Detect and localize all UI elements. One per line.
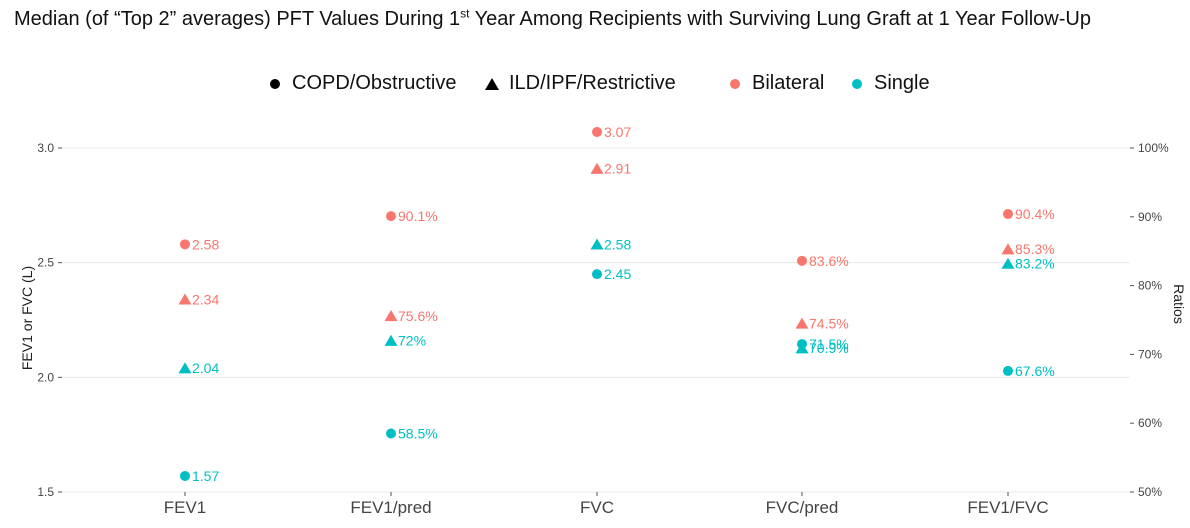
- title-superscript: st: [460, 6, 470, 21]
- data-label: 70.9%: [809, 340, 849, 356]
- left-tick-label: 2.5: [37, 256, 54, 270]
- data-point-circle: [180, 470, 190, 481]
- chart-title: Median (of “Top 2” averages) PFT Values …: [14, 4, 1174, 34]
- data-label: 90.4%: [1015, 206, 1055, 222]
- data-label: 72%: [398, 333, 426, 349]
- left-tick-label: 1.5: [37, 485, 54, 499]
- x-tick-label: FEV1/pred: [350, 498, 431, 517]
- data-point-triangle: [590, 238, 604, 250]
- data-label: 3.07: [604, 124, 631, 140]
- data-label: 2.91: [604, 161, 631, 177]
- data-point-circle: [1003, 365, 1013, 376]
- data-point-circle: [180, 239, 190, 250]
- legend-item-single: Single: [850, 72, 930, 95]
- data-label: 2.34: [192, 291, 219, 307]
- title-text-end: Year Among Recipients with Surviving Lun…: [469, 8, 1091, 30]
- data-point-triangle: [795, 342, 809, 354]
- data-label: 1.57: [192, 468, 219, 484]
- legend-label-bilateral: Bilateral: [752, 72, 825, 94]
- data-point-circle: [592, 269, 602, 280]
- data-label: 2.58: [192, 236, 219, 252]
- data-point-circle: [592, 126, 602, 137]
- data-point-triangle: [384, 310, 398, 322]
- bilateral-color-icon: [730, 78, 740, 89]
- triangle-icon: [485, 77, 499, 90]
- data-label: 83.6%: [809, 253, 849, 269]
- data-point-circle: [1003, 209, 1013, 220]
- right-tick-label: 90%: [1138, 210, 1162, 224]
- legend-item-ild: ILD/IPF/Restrictive: [485, 72, 676, 95]
- data-point-triangle: [590, 162, 604, 174]
- data-point-circle: [386, 428, 396, 439]
- legend-item-bilateral: Bilateral: [728, 72, 824, 95]
- left-tick-label: 2.0: [37, 370, 54, 384]
- data-label: 75.6%: [398, 308, 438, 324]
- right-tick-label: 60%: [1138, 416, 1162, 430]
- data-label: 2.04: [192, 360, 219, 376]
- x-tick-label: FEV1/FVC: [967, 498, 1048, 517]
- data-label: 83.2%: [1015, 256, 1055, 272]
- x-tick-label: FVC: [580, 498, 614, 517]
- legend-item-copd: COPD/Obstructive: [268, 72, 456, 95]
- data-label: 74.5%: [809, 315, 849, 331]
- y-axis-right-title: Ratios: [1171, 284, 1187, 324]
- circle-icon: [270, 78, 280, 89]
- data-point-triangle: [795, 317, 809, 329]
- legend: COPD/Obstructive ILD/IPF/Restrictive Bil…: [0, 72, 1190, 100]
- data-label: 2.58: [604, 236, 631, 252]
- data-label: 85.3%: [1015, 241, 1055, 257]
- x-tick-label: FEV1: [164, 498, 207, 517]
- x-tick-label: FVC/pred: [766, 498, 839, 517]
- data-point-triangle: [1001, 257, 1015, 269]
- right-tick-label: 100%: [1138, 141, 1169, 155]
- right-tick-label: 50%: [1138, 485, 1162, 499]
- legend-label-copd: COPD/Obstructive: [292, 72, 457, 94]
- right-tick-label: 70%: [1138, 347, 1162, 361]
- data-label: 90.1%: [398, 208, 438, 224]
- data-point-circle: [797, 255, 807, 266]
- data-label: 67.6%: [1015, 363, 1055, 379]
- title-text: Median (of “Top 2” averages) PFT Values …: [14, 8, 461, 30]
- data-point-triangle: [384, 334, 398, 346]
- legend-label-ild: ILD/IPF/Restrictive: [509, 72, 676, 94]
- data-label: 71.5%: [809, 336, 849, 352]
- data-point-triangle: [178, 362, 192, 374]
- data-label: 58.5%: [398, 426, 438, 442]
- left-tick-label: 3.0: [37, 141, 54, 155]
- data-point-triangle: [178, 293, 192, 305]
- data-point-triangle: [1001, 243, 1015, 255]
- right-tick-label: 80%: [1138, 279, 1162, 293]
- single-color-icon: [852, 78, 862, 89]
- legend-label-single: Single: [874, 72, 930, 94]
- y-axis-left-title: FEV1 or FVC (L): [19, 266, 35, 370]
- data-point-circle: [386, 211, 396, 222]
- data-label: 2.45: [604, 266, 631, 282]
